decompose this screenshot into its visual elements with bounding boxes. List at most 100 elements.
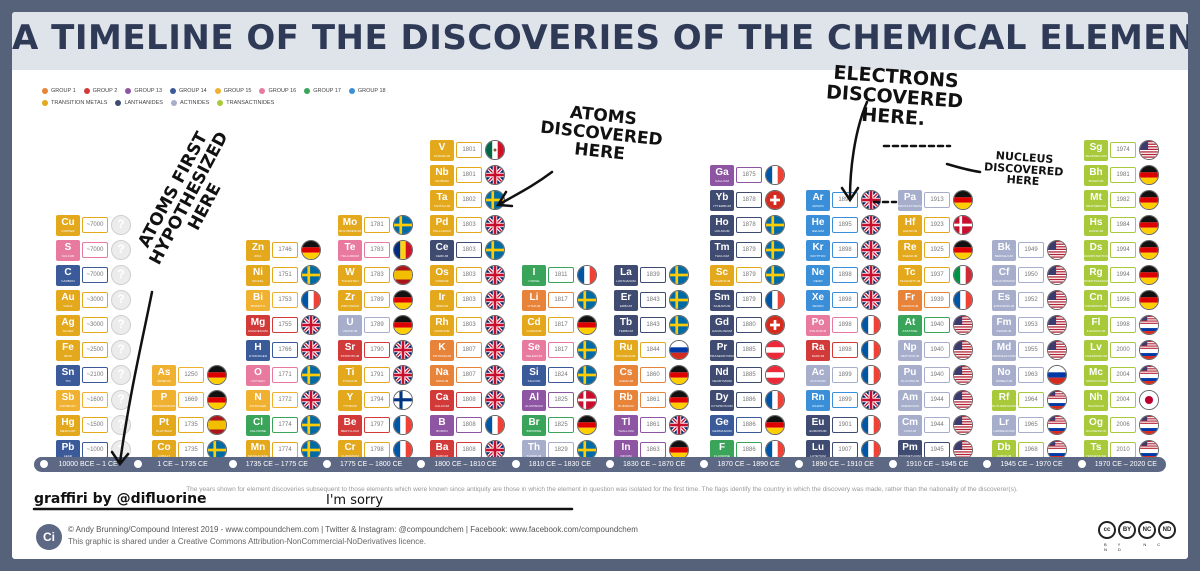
element-symbol: Sr	[344, 341, 356, 353]
discovery-year: 1963	[1018, 367, 1044, 383]
flag-sweden-icon	[577, 290, 597, 310]
element-tile: Tb TERBIUM	[614, 314, 638, 336]
flag-usa-icon	[1047, 240, 1067, 260]
discovery-year: 1925	[924, 242, 950, 258]
element-column: V VANADIUM 1801 Nb NIOBIUM 1801 Ta TANTALUM 1802…	[430, 136, 505, 461]
discovery-year: 1751	[272, 267, 298, 283]
element-tile: H HYDROGEN	[246, 339, 270, 361]
nd-icon: ND	[1158, 521, 1176, 539]
element-name: TITANIUM	[342, 378, 358, 383]
element-symbol: Os	[435, 266, 449, 278]
legend-dot-icon	[348, 88, 355, 94]
discovery-year: 1937	[924, 267, 950, 283]
element-symbol: Ti	[345, 366, 355, 378]
flag-germany-icon	[301, 240, 321, 260]
element-entry: Zn ZINC 1746	[246, 239, 321, 261]
discovery-year: ~7000	[82, 242, 108, 258]
flag-uk-icon	[485, 390, 505, 410]
element-entry: Pu PLUTONIUM 1940	[898, 364, 973, 386]
element-name: NEPTUNIUM	[900, 353, 920, 358]
element-name: TUNGSTEN	[341, 278, 359, 283]
element-symbol: C	[64, 266, 72, 278]
element-tile: Ag SILVER	[56, 314, 80, 336]
element-symbol: Nb	[435, 166, 449, 178]
element-symbol: Ds	[1089, 241, 1103, 253]
flag-usa-russia-icon	[1139, 340, 1159, 360]
element-entry: Cf CALIFORNIUM 1950	[992, 264, 1067, 286]
flag-usa-icon	[953, 340, 973, 360]
element-name: FRANCIUM	[901, 303, 919, 308]
element-tile: Ga GALLIUM	[710, 164, 734, 186]
element-tile: Co COBALT	[152, 439, 176, 461]
element-name: MANGANESE	[247, 453, 269, 458]
element-name: IRON	[64, 353, 72, 358]
discovery-year: 1808	[456, 442, 482, 458]
element-symbol: Gd	[715, 316, 729, 328]
element-entry: Cs CAESIUM 1860	[614, 364, 689, 386]
flag-spain-icon	[207, 415, 227, 435]
element-tile: Ca CALCIUM	[430, 389, 454, 411]
discovery-year: 1250	[178, 367, 204, 383]
element-symbol: V	[438, 141, 446, 153]
element-symbol: Na	[435, 366, 449, 378]
element-name: SCANDIUM	[713, 278, 731, 283]
element-symbol: Ni	[253, 266, 263, 278]
flag-usa-russia-icon	[1139, 315, 1159, 335]
element-name: SULFUR	[61, 253, 75, 258]
element-entry: W TUNGSTEN 1783	[338, 264, 413, 286]
element-tile: Au GOLD	[56, 289, 80, 311]
element-name: AMERICIUM	[900, 403, 920, 408]
element-column: I IODINE 1811 Li LITHIUM 1817 Cd CADMIUM 1817 Se S…	[522, 261, 597, 461]
discovery-year: 1949	[1018, 242, 1044, 258]
discovery-year: ~1000	[82, 442, 108, 458]
element-name: INDIUM	[620, 453, 632, 458]
discovery-year: 1772	[272, 392, 298, 408]
legend-label: GROUP 2	[92, 88, 118, 94]
element-name: HASSIUM	[1088, 228, 1104, 233]
element-tile: Cm CURIUM	[898, 414, 922, 436]
element-tile: As ARSENIC	[152, 364, 176, 386]
element-entry: Hf HAFNIUM 1923	[898, 214, 973, 236]
element-name: TECHNETIUM	[899, 278, 921, 283]
element-tile: Pr PRASEODYMIUM	[710, 339, 736, 361]
flag-uk-icon	[301, 315, 321, 335]
element-symbol: At	[904, 316, 916, 328]
element-tile: Ni NICKEL	[246, 264, 270, 286]
element-entry: Ga GALLIUM 1875	[710, 164, 785, 186]
flag-germany-icon	[1139, 240, 1159, 260]
element-tile: Ba BARIUM	[430, 439, 454, 461]
legend-dot-icon	[214, 88, 221, 94]
discovery-year: 1817	[548, 292, 574, 308]
element-tile: U URANIUM	[338, 314, 362, 336]
element-name: KRYPTON	[810, 253, 826, 258]
element-name: ASTATINE	[902, 328, 918, 333]
element-symbol: Tb	[619, 316, 633, 328]
flag-germany-icon	[953, 240, 973, 260]
element-symbol: Tm	[714, 241, 730, 253]
element-entry: Lv LIVERMORIUM 2000	[1084, 339, 1159, 361]
element-name: MENDELEVIUM	[992, 353, 1016, 358]
element-entry: H HYDROGEN 1766	[246, 339, 321, 361]
element-entry: Fl FLEROVIUM 1998	[1084, 314, 1159, 336]
discovery-year: ~7000	[82, 217, 108, 233]
element-symbol: Mo	[342, 216, 358, 228]
element-symbol: Co	[157, 441, 171, 453]
legend-label: TRANSACTINIDES	[226, 100, 275, 106]
element-entry: Po POLONIUM 1898	[806, 314, 881, 336]
element-name: SAMARIUM	[713, 303, 731, 308]
discovery-year: 1791	[364, 367, 390, 383]
legend-dot-icon	[259, 88, 266, 94]
discovery-year: ~3000	[82, 317, 108, 333]
element-entry: Re RHENIUM 1925	[898, 239, 973, 261]
element-entry: Tb TERBIUM 1843	[614, 314, 689, 336]
element-entry: S SULFUR ~7000?	[56, 239, 131, 261]
element-entry: Pr PRASEODYMIUM 1885	[710, 339, 785, 361]
element-tile: Nb NIOBIUM	[430, 164, 454, 186]
legend-item: GROUP 13	[125, 88, 162, 94]
element-name: THORIUM	[526, 453, 542, 458]
legend-label: GROUP 17	[313, 88, 341, 94]
legend-dot-icon	[125, 88, 132, 94]
element-tile: Rg ROENTGENIUM	[1084, 264, 1108, 286]
flag-uk-icon	[861, 190, 881, 210]
element-entry: Cr CHROMIUM 1798	[338, 439, 413, 461]
